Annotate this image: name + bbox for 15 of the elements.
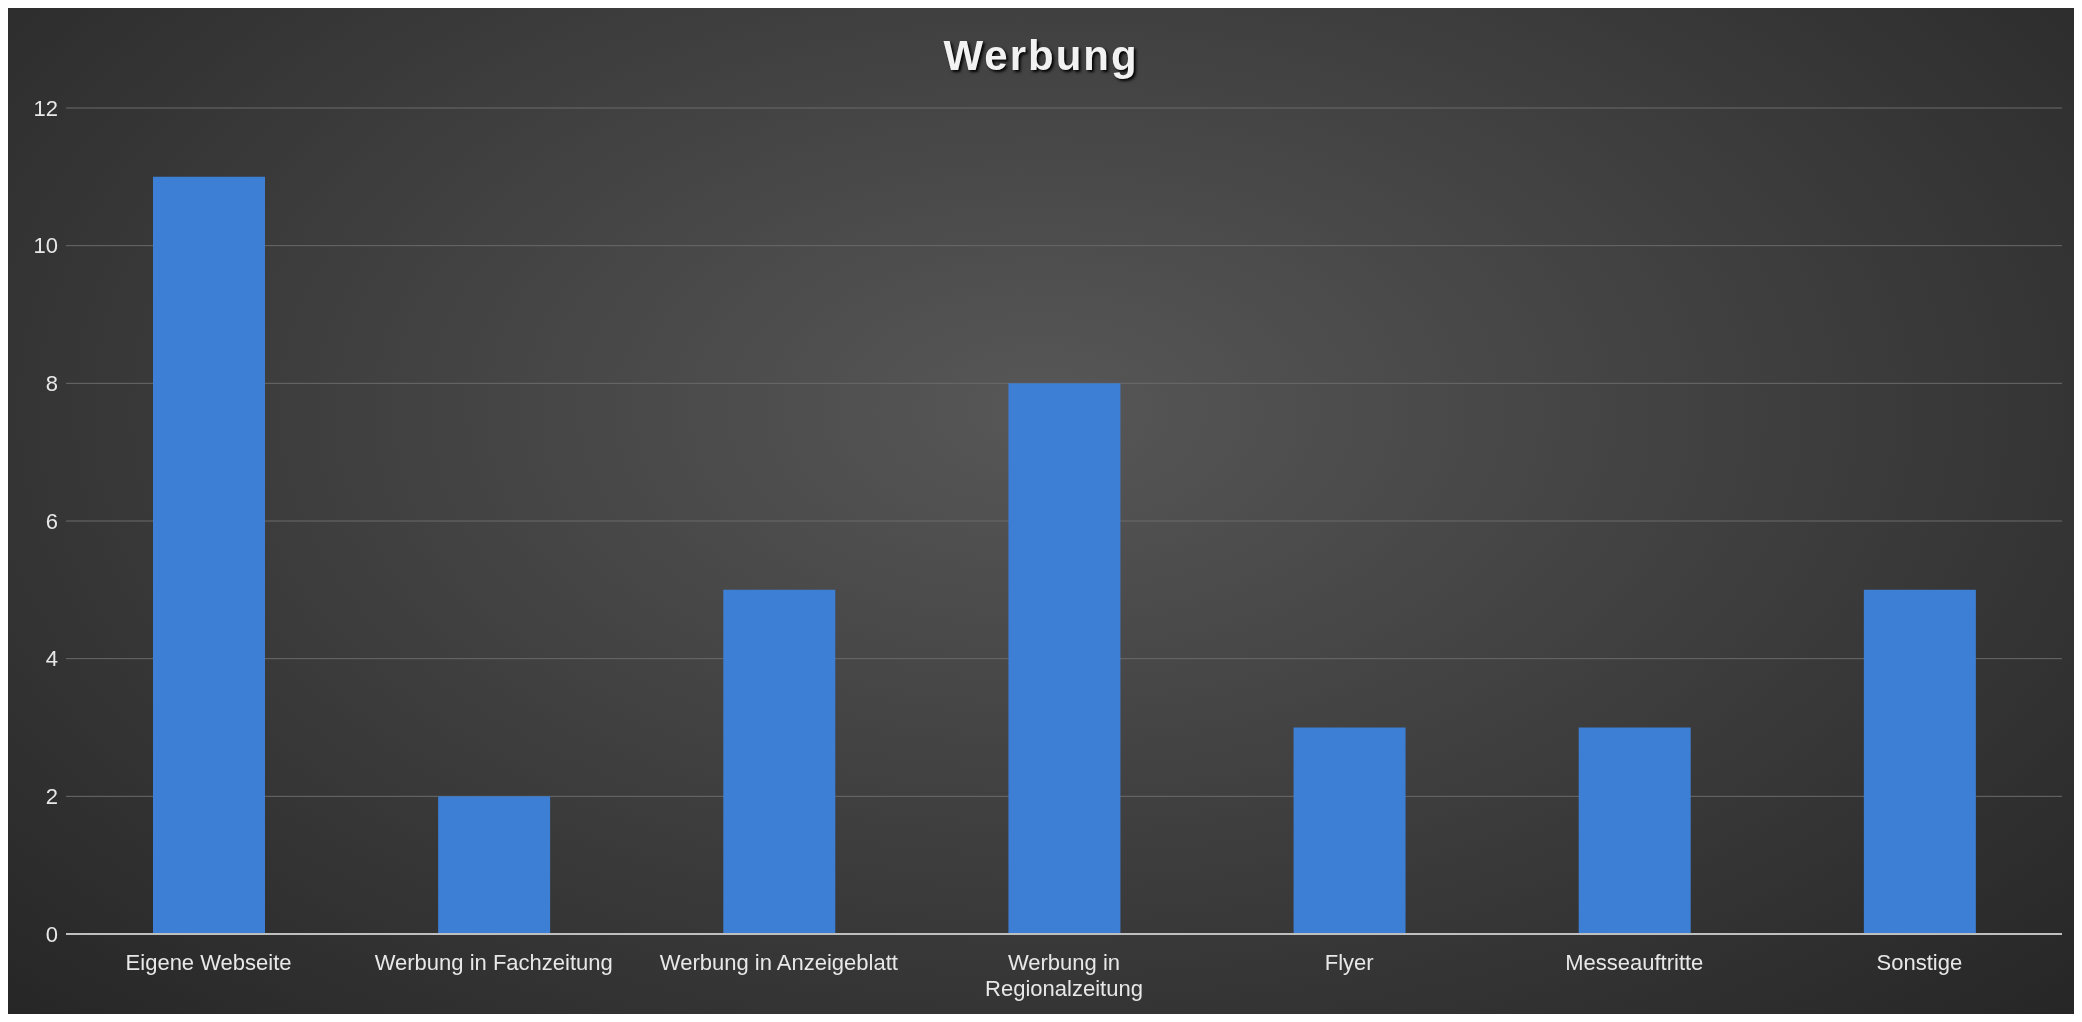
y-tick-label: 6: [45, 508, 58, 534]
y-tick-label: 2: [45, 784, 58, 810]
x-tick-label: Eigene Webseite: [125, 950, 292, 975]
x-tick-label: Werbung in Regionalzeitung: [985, 950, 1143, 1001]
y-tick-label: 4: [45, 646, 58, 672]
y-tick-label: 8: [45, 371, 58, 397]
y-tick-label: 10: [33, 233, 58, 259]
x-tick-label: Messeauftritte: [1565, 950, 1704, 975]
x-tick-label: Flyer: [1324, 950, 1374, 975]
y-tick-label: 12: [33, 95, 58, 121]
x-tick-label: Werbung in Anzeigeblatt: [659, 950, 898, 975]
x-tick-label: Werbung in Fachzeitung: [374, 950, 613, 975]
chart-title: Werbung: [942, 32, 1140, 80]
x-tick-label: Sonstige: [1876, 950, 1963, 975]
y-tick-label: 0: [45, 921, 58, 947]
